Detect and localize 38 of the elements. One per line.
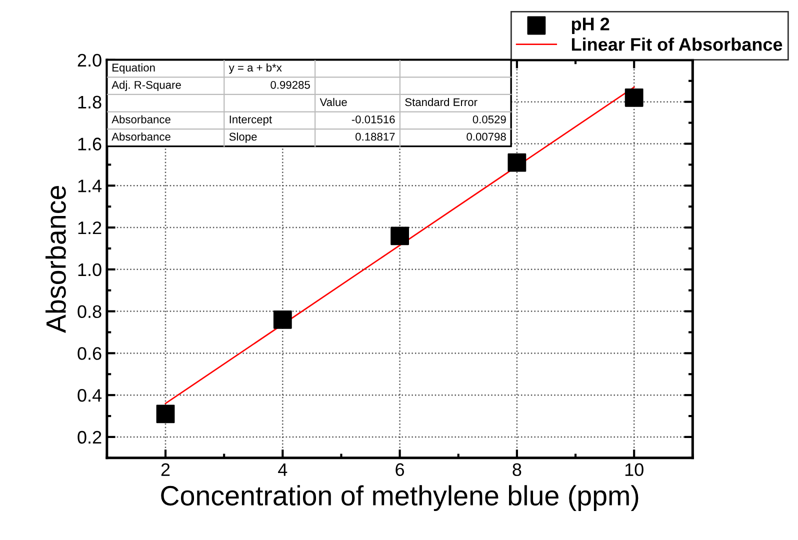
annotation: Slope <box>229 132 257 143</box>
y-tick-label: 1.6 <box>78 138 102 150</box>
annotation: 0.00798 <box>466 132 506 141</box>
annotation: y = a + b*x <box>228 63 282 74</box>
x-tick-label: 6 <box>396 463 404 476</box>
y-tick-label: 1.2 <box>78 221 102 234</box>
annotation: Equation <box>112 63 155 74</box>
y-tick-label: 0.4 <box>78 389 102 402</box>
point <box>508 153 526 172</box>
x-tick-label: 8 <box>512 463 522 476</box>
y-tick-label: 0.6 <box>78 347 102 360</box>
y-tick-label: 2.0 <box>78 54 102 67</box>
x-tick-label: 4 <box>278 463 288 476</box>
point <box>390 226 409 246</box>
legend-label: Linear Fit of Absorbance <box>572 38 782 51</box>
x-tick-label: 2 <box>161 463 170 476</box>
y-tick-label: 1.4 <box>78 180 102 192</box>
x-axis-title: Concentration of methylene blue (ppm) <box>161 485 638 512</box>
x-tick-label: 10 <box>625 463 644 476</box>
y-tick-label: 1.0 <box>78 263 102 276</box>
legend-label: pH 2 <box>572 18 610 34</box>
y-tick-label: 1.8 <box>78 96 102 109</box>
annotation: Absorbance <box>112 132 170 141</box>
annotation: 0.0529 <box>472 116 506 124</box>
point <box>273 310 292 329</box>
annotation: Absorbance <box>112 115 170 124</box>
annotation: Value <box>320 98 347 106</box>
annotation: -0.01516 <box>352 116 395 124</box>
annotation: Adj. R-Square <box>112 80 181 92</box>
annotation: Standard Error <box>405 98 478 106</box>
point <box>624 88 644 107</box>
y-axis-title: Absorbance <box>46 186 66 333</box>
annotation: 0.99285 <box>270 80 310 89</box>
annotation: 0.18817 <box>356 132 395 141</box>
point <box>156 404 175 424</box>
y-tick-label: 0.2 <box>78 430 102 444</box>
annotation: Intercept <box>230 116 272 126</box>
y-tick-label: 0.8 <box>78 305 102 318</box>
